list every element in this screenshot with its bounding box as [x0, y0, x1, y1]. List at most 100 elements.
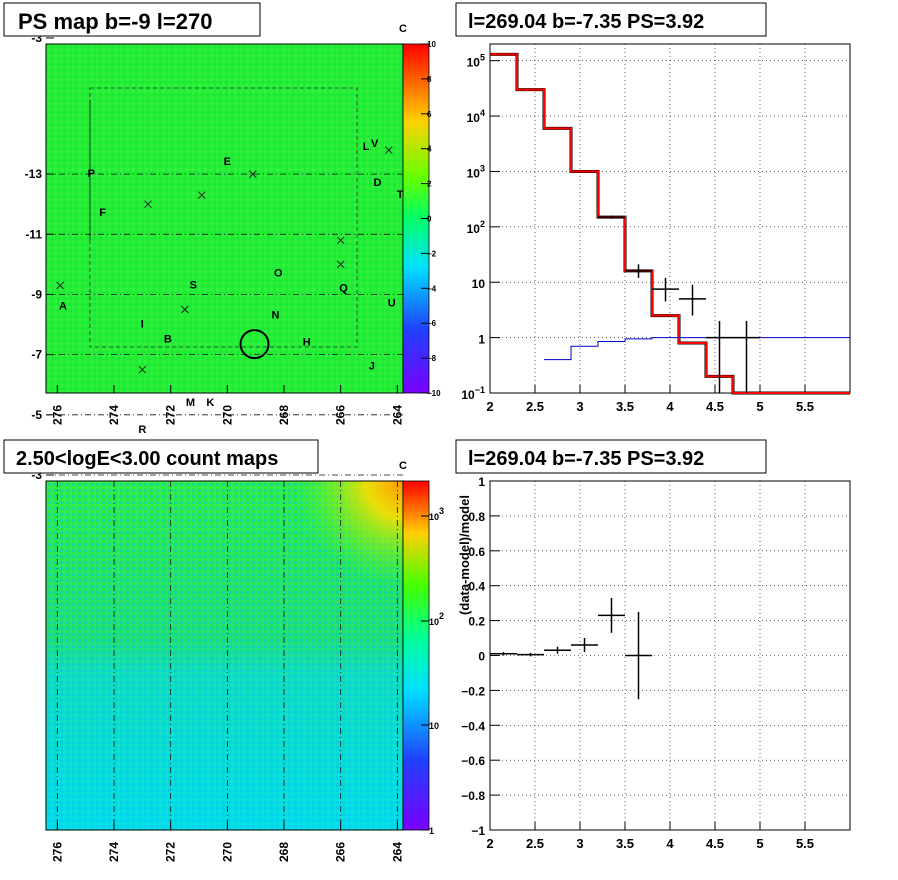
- spectrum-xtick-label: 2: [486, 399, 493, 414]
- source-label: E: [224, 156, 231, 168]
- ps-colorbar-label: 2: [427, 180, 432, 189]
- ps-colorbar-label: 6: [427, 110, 432, 119]
- spectrum-ytick-label: 104: [467, 108, 485, 125]
- source-label: C: [399, 460, 407, 472]
- ps-colorbar-label: 4: [427, 145, 432, 154]
- source-cross-marker: [336, 260, 345, 269]
- source-label: N: [272, 310, 280, 322]
- map-ytick-label: -11: [25, 227, 42, 241]
- residual-ytick-label: −1: [471, 824, 485, 838]
- map-xtick-label: 270: [220, 842, 234, 862]
- source-cross-marker: [180, 305, 189, 314]
- source-label: J: [369, 361, 375, 373]
- residual-ytick-label: −0.2: [461, 684, 485, 698]
- ps-colorbar-label: −4: [427, 284, 437, 293]
- map-ytick-label: -7: [31, 348, 42, 362]
- spectrum-xtick-label: 3: [576, 399, 583, 414]
- ps-colorbar-label: −2: [427, 249, 437, 258]
- spectrum-xtick-label: 4: [666, 399, 674, 414]
- spectrum-xtick-label: 3.5: [616, 399, 634, 414]
- map-xtick-label: 276: [50, 842, 64, 862]
- map-xtick-label: 266: [334, 842, 348, 862]
- count-colorbar-label: 103: [429, 506, 444, 522]
- map-xtick-label: 268: [277, 842, 291, 862]
- residual-ytick-label: 0.4: [468, 580, 485, 594]
- spectrum-xtick-label: 5.5: [796, 399, 814, 414]
- spectrum-ytick-label: 103: [467, 163, 485, 180]
- source-label: K: [206, 397, 214, 409]
- count-map-axis: 276 274 272 270 268 266 264 -3 -5 -7 -9 -11 -13: [25, 167, 405, 862]
- ps-colorbar-label: 0: [427, 215, 432, 224]
- residual-xtick-label: 3.5: [616, 836, 634, 851]
- count-colorbar-label: 102: [429, 611, 444, 627]
- residual-ytick-label: −0.8: [461, 789, 485, 803]
- ps-map-roi-box: [89, 87, 358, 348]
- source-label: H: [303, 337, 311, 349]
- source-label: S: [190, 279, 197, 291]
- spectrum-xtick-label: 4.5: [706, 399, 724, 414]
- spectrum-title: l=269.04 b=-7.35 PS=3.92: [468, 11, 704, 33]
- map-ytick-label: -13: [25, 167, 43, 181]
- residual-ylabel: (data-model)/model: [457, 495, 472, 615]
- source-cross-marker: [384, 146, 393, 154]
- count-colorbar-label: 1: [429, 826, 434, 836]
- spectrum-ytick-label: 105: [467, 53, 485, 70]
- source-cross-marker: [336, 236, 345, 245]
- source-label: U: [388, 298, 396, 310]
- spectrum-ytick-label: 10: [472, 277, 486, 291]
- ps-colorbar-label: 10: [427, 40, 436, 49]
- source-cross-marker: [56, 281, 65, 290]
- map-xtick-label: 274: [107, 842, 121, 862]
- target-circle: [239, 329, 270, 360]
- source-label: B: [164, 334, 172, 346]
- residual-xtick-label: 5: [756, 836, 763, 851]
- residual-ytick-label: −0.6: [461, 754, 485, 768]
- residual-panel: 2 2.5 3 3.5 4 4.5 5 5.5 1 0.8 0.6 0.4 0.2 0 −0.2 −0.4 −0…: [457, 475, 851, 851]
- map-ytick-label: -3: [31, 468, 42, 482]
- count-map-panel: 276 274 272 270 268 266 264 -3 -5 -7 -9 -11 -13 R M K J…: [25, 138, 444, 862]
- ps-colorbar-label: −8: [427, 354, 437, 363]
- map-ytick-label: -9: [31, 287, 42, 301]
- map-ytick-label: -5: [31, 408, 42, 422]
- spectrum-ytick-label: 10−1: [461, 385, 485, 402]
- residual-xtick-label: 3: [576, 836, 583, 851]
- spectrum-ytick-label: 1: [478, 333, 485, 347]
- count-colorbar-label: 10: [429, 721, 439, 731]
- map-xtick-label: 270: [220, 405, 234, 425]
- count-map-title: 2.50<logE<3.00 count maps: [16, 448, 278, 470]
- map-xtick-label: 264: [390, 842, 404, 862]
- source-label: V: [371, 138, 379, 150]
- source-cross-marker: [138, 365, 147, 374]
- ps-colorbar-ticks: 10 8 6 4 2 0 −2 −4 −6 −8 −10: [421, 40, 441, 398]
- count-map-sources: R M K J H B I N A U Q S O F T D P E L V C: [56, 138, 407, 472]
- ps-map-title: PS map b=-9 l=270: [18, 9, 212, 34]
- ps-colorbar-label: −6: [427, 319, 437, 328]
- residual-ytick-label: 0.8: [468, 510, 485, 524]
- source-label: A: [59, 301, 67, 313]
- residual-ytick-label: 1: [478, 475, 485, 489]
- map-ytick-label: -3: [31, 31, 42, 45]
- residual-xtick-label: 4.5: [706, 836, 724, 851]
- source-label: D: [374, 177, 382, 189]
- source-label: M: [186, 397, 195, 409]
- source-cross-marker: [248, 170, 257, 178]
- map-xtick-label: 276: [50, 405, 64, 425]
- residual-xtick-label: 2.5: [526, 836, 544, 851]
- residual-ytick-label: 0.6: [468, 545, 485, 559]
- map-xtick-label: 272: [164, 405, 178, 425]
- residual-xtick-label: 2: [486, 836, 493, 851]
- ps-map-image: [46, 44, 403, 393]
- residual-ytick-label: 0: [478, 650, 485, 664]
- count-colorbar: [403, 481, 429, 830]
- source-label: T: [397, 189, 404, 201]
- ps-colorbar-label: 8: [427, 75, 432, 84]
- spectrum-xtick-label: 2.5: [526, 399, 544, 414]
- source-label: Q: [339, 282, 348, 294]
- residual-ytick-label: −0.4: [461, 719, 485, 733]
- residual-title: l=269.04 b=-7.35 PS=3.92: [468, 448, 704, 470]
- source-label: R: [138, 424, 146, 436]
